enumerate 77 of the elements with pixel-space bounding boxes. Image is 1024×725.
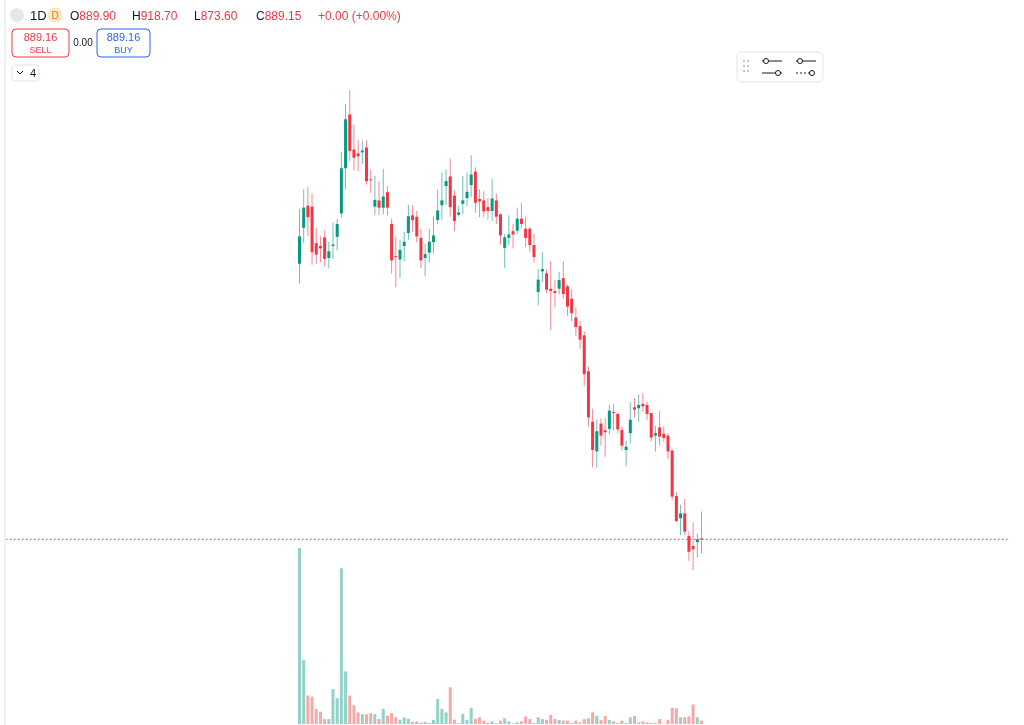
text: C889.15 [256, 9, 302, 23]
bar [402, 717, 406, 724]
bar [406, 718, 410, 724]
text: BUY [114, 45, 133, 55]
bar [503, 718, 507, 724]
bar [603, 716, 607, 724]
bar [390, 713, 394, 724]
bar [498, 720, 503, 724]
bar [356, 712, 360, 724]
bar [691, 704, 695, 724]
bar [461, 713, 465, 724]
bar [674, 708, 678, 724]
bar [540, 719, 544, 724]
text: 1D [30, 8, 47, 23]
text: L873.60 [194, 9, 238, 23]
bar [339, 568, 343, 724]
bar [620, 720, 624, 724]
bar [641, 721, 645, 724]
bar [687, 716, 691, 724]
bar [385, 715, 389, 724]
bar [348, 695, 352, 724]
bar [360, 714, 364, 724]
bar [394, 717, 398, 724]
bar [507, 721, 511, 724]
bar [318, 711, 322, 724]
bar [448, 687, 452, 724]
bar [490, 721, 494, 724]
bar [695, 717, 699, 724]
bar [612, 721, 616, 724]
bar [536, 717, 540, 724]
bar [469, 707, 473, 724]
bar [415, 721, 419, 724]
bar [628, 717, 632, 724]
bar [331, 689, 335, 724]
bar [557, 719, 561, 724]
bar [582, 719, 586, 724]
text: +0.00 (+0.00%) [318, 9, 401, 23]
bar [574, 720, 578, 724]
bar [561, 720, 565, 724]
bar [473, 718, 477, 724]
text: 889.16 [106, 31, 141, 43]
bar [398, 719, 402, 724]
bar [524, 716, 528, 724]
bar [549, 715, 553, 724]
bar [545, 719, 549, 724]
bar [553, 719, 557, 724]
bar [482, 720, 486, 724]
bar [670, 707, 674, 724]
bar [679, 717, 683, 724]
bar [377, 719, 381, 724]
bar [607, 719, 611, 724]
bar [565, 720, 569, 724]
bar [444, 712, 448, 724]
text: O889.90 [70, 9, 117, 23]
text: SELL [29, 45, 52, 55]
bar [683, 717, 687, 724]
text: H918.70 [132, 9, 178, 23]
bar [373, 714, 377, 724]
text: 889.16 [23, 31, 58, 43]
bar [599, 719, 603, 724]
bar [591, 712, 595, 724]
bar [381, 709, 385, 724]
bar [436, 698, 440, 724]
bar [369, 713, 373, 724]
text: 0.00 [73, 37, 94, 48]
bar [298, 548, 302, 724]
bar [632, 716, 636, 724]
bar [528, 719, 532, 724]
text: 4 [30, 67, 37, 79]
bar [658, 719, 662, 724]
bar [310, 696, 314, 724]
bar [699, 720, 703, 724]
bar [478, 717, 482, 724]
text: D [51, 10, 59, 21]
bar [595, 715, 599, 724]
bar [365, 714, 369, 724]
bar [306, 695, 310, 724]
